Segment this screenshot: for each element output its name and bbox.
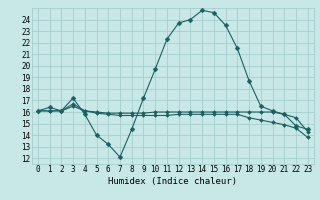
X-axis label: Humidex (Indice chaleur): Humidex (Indice chaleur) [108,177,237,186]
